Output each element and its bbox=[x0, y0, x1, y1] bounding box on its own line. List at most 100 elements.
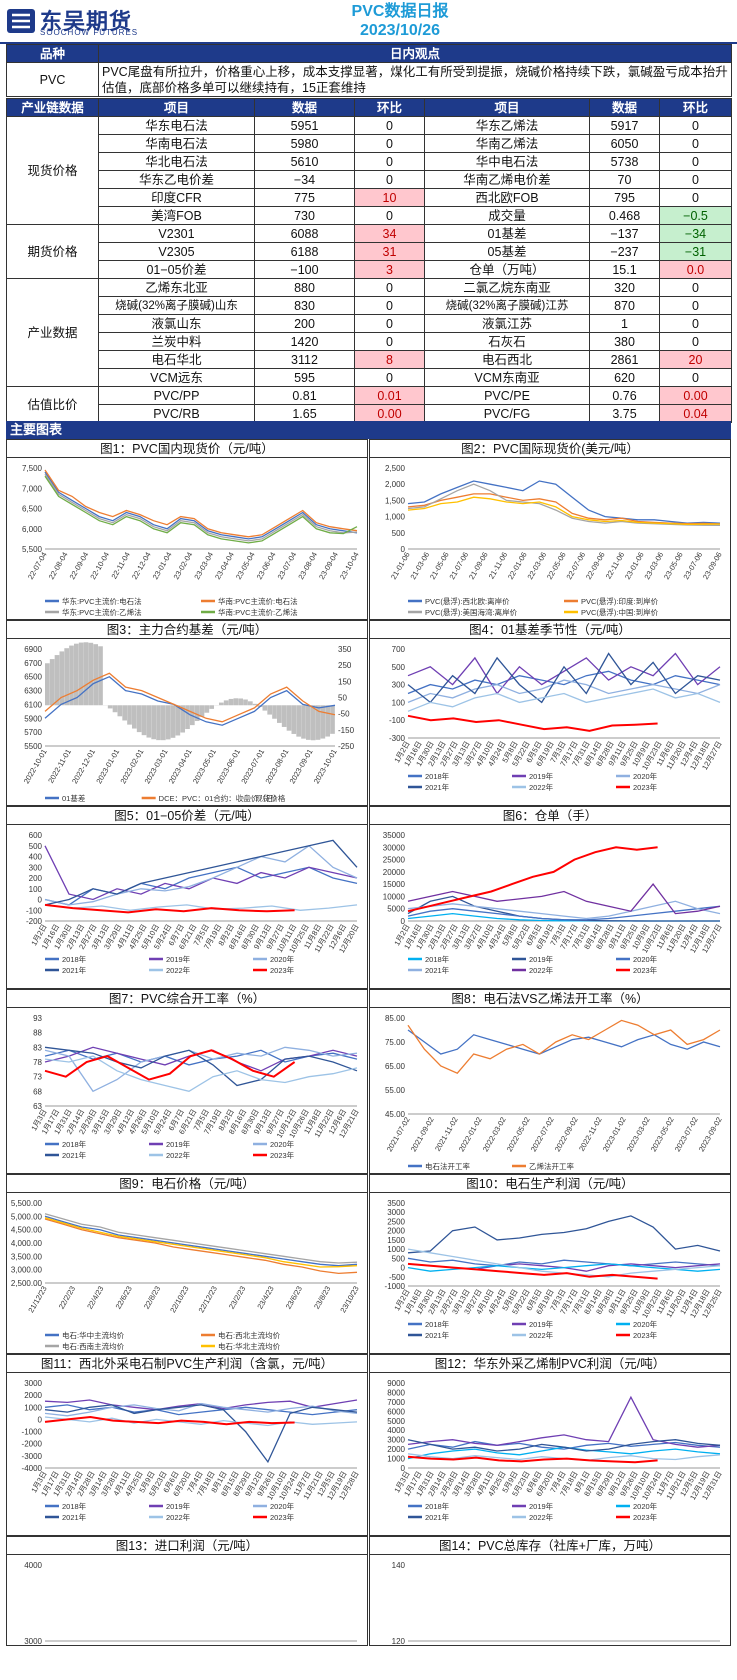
x-tick-label: 23-03-04 bbox=[192, 551, 215, 582]
x-tick-label: 23-09-04 bbox=[317, 551, 340, 582]
x-tick-label: 2021-09-02 bbox=[409, 1116, 436, 1154]
legend-label: 2019年 bbox=[529, 771, 554, 781]
x-tick-label: 23/6/23 bbox=[284, 1285, 304, 1311]
y-tick-label: 3,500.00 bbox=[11, 1252, 43, 1261]
report-date: 2023/10/26 bbox=[359, 22, 441, 39]
basis-bar bbox=[306, 705, 311, 740]
y-tick-label: 5500 bbox=[24, 742, 42, 751]
legend-label: 2021年 bbox=[425, 1330, 450, 1340]
basis-bar bbox=[199, 705, 205, 717]
x-tick-label: 2023-04-01 bbox=[167, 748, 194, 786]
basis-bar bbox=[180, 705, 186, 733]
x-tick-label: 23-07-04 bbox=[276, 551, 299, 582]
item-cell: VCM东南亚 bbox=[424, 368, 590, 387]
series-line bbox=[407, 670, 721, 695]
y-tick-label: 1,000 bbox=[385, 513, 406, 522]
change-cell: 0 bbox=[659, 332, 732, 351]
chart-panel: 图7：PVC综合开工率（%） 93 88 83 78 73 68 63 1月3日 1月17日 1月3… bbox=[6, 989, 368, 1174]
legend-label: 现货价格 bbox=[255, 793, 285, 803]
basis-bar bbox=[78, 642, 84, 706]
value-cell: 0.76 bbox=[589, 386, 660, 405]
y-tick-label: 45.00 bbox=[385, 1110, 406, 1119]
value-cell: 870 bbox=[589, 296, 660, 315]
value-cell: 775 bbox=[254, 188, 355, 207]
chart-title: 图13：进口利润（元/吨） bbox=[7, 1537, 367, 1555]
series-line bbox=[407, 1257, 721, 1267]
y-tick-label: 93 bbox=[33, 1014, 42, 1023]
legend-label: 2019年 bbox=[529, 954, 554, 964]
y-tick-label: 2000 bbox=[387, 1227, 405, 1236]
legend-label: 2018年 bbox=[425, 954, 450, 964]
series-line bbox=[44, 675, 336, 726]
legend-label: 2022年 bbox=[166, 1150, 191, 1160]
basis-bar bbox=[54, 655, 60, 706]
y-tick-label: 6100 bbox=[24, 700, 42, 709]
y-tick-label: 2,000 bbox=[385, 480, 406, 489]
y-tick-label: 0 bbox=[401, 545, 406, 554]
legend-label: 电石:西南主流均价 bbox=[62, 1341, 125, 1351]
x-tick-label: 23-02-04 bbox=[172, 551, 195, 582]
item-cell: 电石西北 bbox=[424, 350, 590, 369]
y-tick-label: 3000 bbox=[387, 1208, 405, 1217]
th-value: 数据 bbox=[254, 98, 355, 117]
chart-panel: 图12：华东外采乙烯制PVC利润（元/吨） 9000 8000 7000 6000 500… bbox=[369, 1354, 731, 1536]
value-cell: 3112 bbox=[254, 350, 355, 369]
y-tick-label: 6000 bbox=[387, 1407, 405, 1416]
change-cell: 0.00 bbox=[354, 404, 425, 423]
legend-label: 2019年 bbox=[529, 1319, 554, 1329]
change-cell: 0 bbox=[354, 170, 425, 189]
basis-bar bbox=[330, 705, 335, 734]
series-line bbox=[44, 1416, 358, 1427]
legend-label: 2022年 bbox=[529, 965, 554, 975]
x-tick-label: 2022-03-02 bbox=[481, 1116, 508, 1154]
value-cell: 1 bbox=[589, 314, 660, 333]
value-cell: 1.65 bbox=[254, 404, 355, 423]
series-line bbox=[407, 480, 721, 524]
basis-bar bbox=[93, 644, 99, 706]
chart-svg: 90008000700060005000400030002000100001月3… bbox=[387, 1379, 724, 1522]
y-tick-label: 2,500 bbox=[385, 464, 406, 473]
value-cell: 0.81 bbox=[254, 386, 355, 405]
y-tick-label: 4000 bbox=[24, 1561, 42, 1570]
y-tick-label: 2,500.00 bbox=[11, 1279, 43, 1288]
chart-svg: 6900 6700 6500 6300 6100 5900 5700 5500 350 250 15… bbox=[22, 642, 355, 803]
change-cell: 0 bbox=[354, 206, 425, 225]
chart-panel: 图11：西北外采电石制PVC生产利润（含氯，元/吨） 3000 2000 1000 0 -… bbox=[6, 1354, 368, 1536]
view-head-product: 品种 bbox=[6, 44, 99, 63]
series-line bbox=[44, 475, 358, 544]
series-line bbox=[407, 905, 721, 921]
x-tick-label: 22/10/23 bbox=[168, 1285, 190, 1315]
series-line bbox=[407, 688, 721, 712]
y-tick-label: -200 bbox=[26, 917, 43, 926]
series-line bbox=[44, 844, 358, 906]
chart-title: 图14：PVC总库存（社库+厂库，万吨） bbox=[370, 1537, 730, 1555]
legend-label: 乙烯法开工率 bbox=[529, 1161, 574, 1171]
item-cell: 兰炭中料 bbox=[98, 332, 255, 351]
report-title-block: PVC数据日报 2023/10/26 bbox=[300, 2, 500, 40]
series-line bbox=[44, 1215, 358, 1267]
y-tick-label: 78 bbox=[33, 1058, 42, 1067]
view-text: PVC尾盘有所拉升，价格重心上移，成本支撑显著，煤化工有所受到提振，烧碱价格持续… bbox=[98, 62, 732, 97]
value-cell: 595 bbox=[254, 368, 355, 387]
y-tick-label: 35000 bbox=[383, 831, 406, 840]
value-cell: 380 bbox=[589, 332, 660, 351]
series-line bbox=[44, 1049, 296, 1081]
legend-label: 2018年 bbox=[425, 1501, 450, 1511]
y-tick-label: 75.00 bbox=[385, 1038, 406, 1047]
x-tick-label: 23/4/23 bbox=[255, 1285, 275, 1311]
value-cell: 70 bbox=[589, 170, 660, 189]
value-cell: 5917 bbox=[589, 116, 660, 135]
item-cell: 乙烯东北亚 bbox=[98, 278, 255, 297]
item-cell: PVC/PE bbox=[424, 386, 590, 405]
x-tick-label: 22/2/23 bbox=[57, 1285, 77, 1311]
value-cell: 5951 bbox=[254, 116, 355, 135]
x-tick-label: 2023-01-01 bbox=[94, 748, 121, 786]
value-cell: 620 bbox=[589, 368, 660, 387]
x-tick-label: 22/4/23 bbox=[85, 1285, 105, 1311]
item-cell: 华中电石法 bbox=[424, 152, 590, 171]
company-logo: 东吴期货 SOOCHOW FUTURES bbox=[6, 4, 206, 40]
y-tick-label: 55.00 bbox=[385, 1086, 406, 1095]
table-row: 华北电石法 5610 0 华中电石法 5738 0 bbox=[7, 152, 732, 171]
item-cell: 印度CFR bbox=[98, 188, 255, 207]
chart-title: 图1：PVC国内现货价（元/吨） bbox=[7, 440, 367, 458]
